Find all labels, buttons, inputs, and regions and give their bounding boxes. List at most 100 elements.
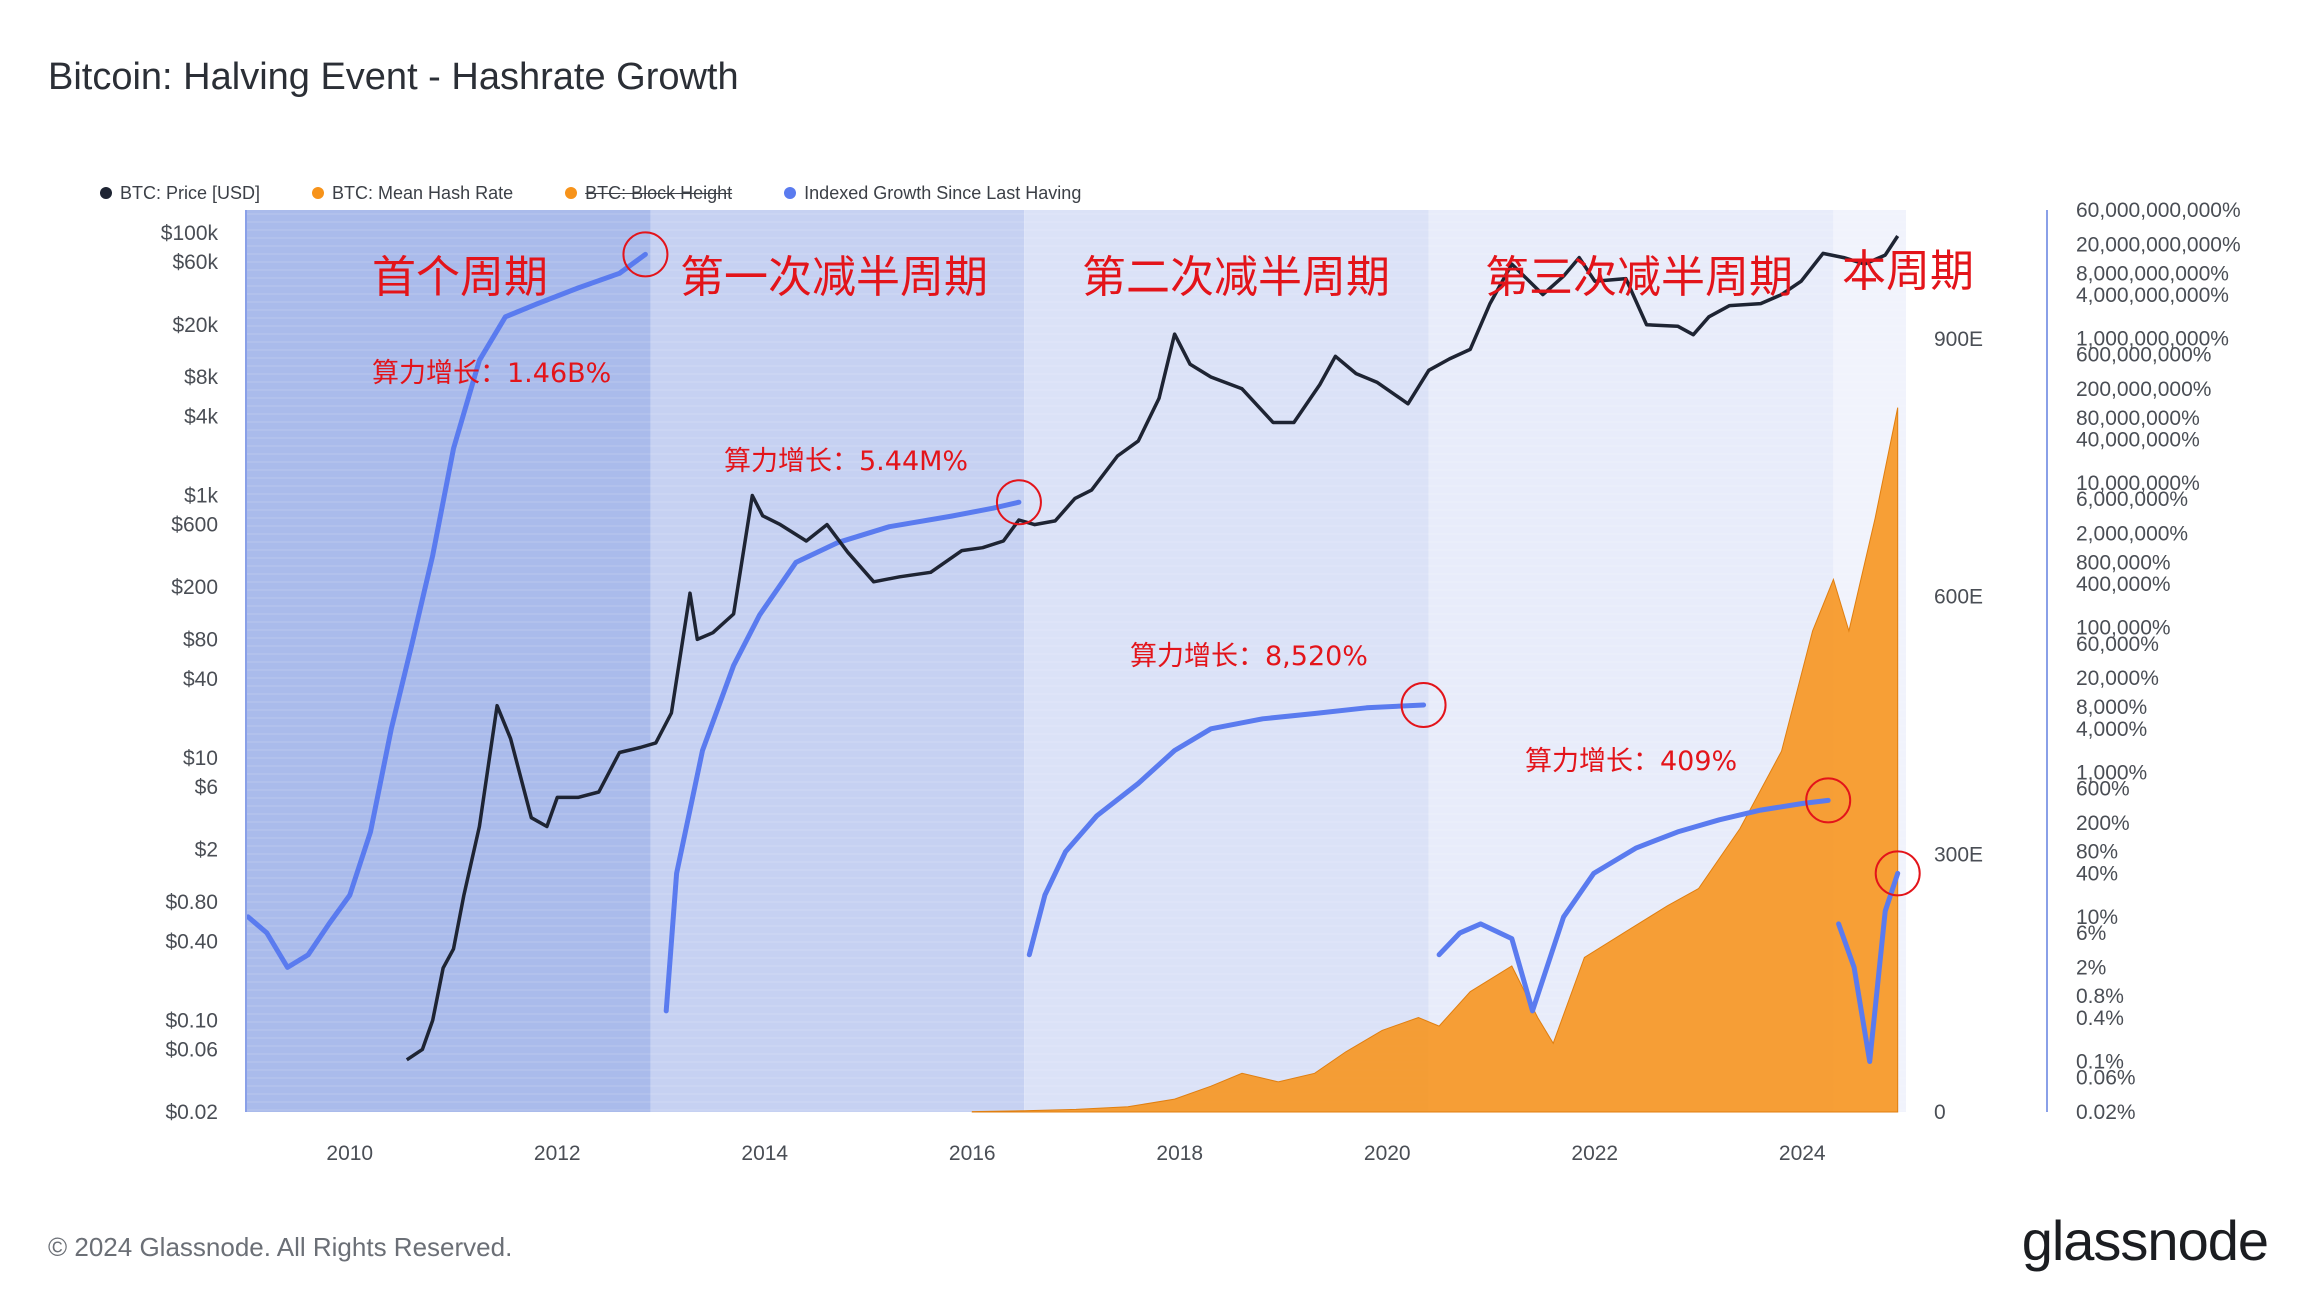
y-right-tick-label: 60,000,000,000%: [2076, 199, 2241, 222]
y-right-tick-label: 40,000,000%: [2076, 429, 2200, 452]
y-left-tick-label: $0.40: [165, 930, 218, 953]
legend-label-indexed-growth: Indexed Growth Since Last Having: [804, 182, 1082, 203]
chart-legend: BTC: Price [USD] BTC: Mean Hash Rate BTC…: [100, 180, 1081, 206]
indexed-growth-line-2: [1026, 702, 1427, 958]
legend-label-hashrate: BTC: Mean Hash Rate: [332, 182, 514, 203]
legend-dot-hashrate: [312, 187, 325, 199]
y-right-tick-label: 20,000,000,000%: [2076, 233, 2241, 256]
cycle-end-marker-0: [622, 231, 669, 278]
cycle-band-0: [246, 210, 651, 1112]
y-left-tick-label: $20k: [172, 314, 218, 337]
y-right-tick-label: 0.06%: [2076, 1067, 2136, 1090]
y-right-tick-label: 200,000,000%: [2076, 378, 2211, 401]
x-tick-label: 2014: [741, 1142, 788, 1165]
y-left-tick-label: $600: [171, 514, 218, 537]
y-right-tick-label: 4,000,000,000%: [2076, 284, 2229, 307]
copyright-footer: © 2024 Glassnode. All Rights Reserved.: [48, 1232, 513, 1262]
cycle-growth-label-2: 算力增长：8,520%: [1130, 641, 1368, 672]
x-tick-label: 2022: [1571, 1142, 1618, 1165]
x-tick-label: 2016: [949, 1142, 996, 1165]
y-left-tick-label: $0.10: [165, 1009, 218, 1032]
legend-dot-indexed-growth: [784, 187, 797, 199]
y-right-tick-label: 800,000%: [2076, 551, 2171, 574]
legend-dot-price: [100, 187, 112, 199]
y-right-tick-label: 0.8%: [2076, 985, 2124, 1008]
y-right-tick-label: 1,000,000,000%: [2076, 328, 2229, 351]
cycle-label-3: 第三次减半周期: [1485, 252, 1793, 303]
cycle-end-marker-1: [995, 479, 1042, 526]
cycle-band-1: [650, 210, 1025, 1112]
x-tick-label: 2012: [534, 1142, 581, 1165]
y-right-tick-label: 40%: [2076, 862, 2118, 885]
y-right-tick-label: 0.02%: [2076, 1101, 2136, 1124]
x-tick-label: 2020: [1364, 1142, 1411, 1165]
price-line: [405, 235, 1900, 1062]
hashrate-area: [971, 407, 1899, 1113]
y-left-tick-label: $200: [171, 576, 218, 599]
y-right-tick-label: 60,000%: [2076, 633, 2159, 656]
cycle-label-1: 第一次减半周期: [680, 252, 988, 303]
y-left-tick-label: $2: [195, 839, 218, 862]
y-right-tick-label: 8,000,000,000%: [2076, 262, 2229, 285]
legend-label-price: BTC: Price [USD]: [120, 182, 261, 203]
cycle-growth-label-0: 算力增长：1.46B%: [372, 358, 611, 389]
legend-dot-block-height: [565, 187, 578, 199]
legend-label-block-height: BTC: Block Height: [585, 182, 733, 203]
cycle-end-marker-2: [1400, 682, 1447, 729]
y-left-tick-label: $0.06: [165, 1038, 218, 1061]
y-right-tick-label: 80%: [2076, 841, 2118, 864]
cycle-growth-label-3: 算力增长：409%: [1525, 746, 1737, 777]
indexed-growth-line-3: [1436, 797, 1831, 1014]
y-right-tick-label: 1,000%: [2076, 761, 2147, 784]
y-left-tick-label: $80: [183, 628, 218, 651]
cycle-end-marker-4: [1874, 850, 1921, 897]
cycle-band-2: [1024, 210, 1429, 1112]
x-tick-label: 2010: [326, 1142, 373, 1165]
y-left-tick-label: $10: [183, 747, 218, 770]
glassnode-logo: glassnode: [2021, 1209, 2269, 1272]
y-right-tick-label: 0.1%: [2076, 1050, 2124, 1073]
y-left-tick-label: $100k: [161, 222, 219, 245]
y-left-tick-label: $40: [183, 668, 218, 691]
y-right-tick-label: 8,000%: [2076, 696, 2147, 719]
legend-item-hashrate[interactable]: BTC: Mean Hash Rate: [312, 183, 513, 204]
y-left-tick-label: $0.02: [165, 1101, 218, 1124]
cycle-growth-label-1: 算力增长：5.44M%: [724, 446, 968, 477]
y-left-tick-label: $60k: [172, 251, 218, 274]
legend-item-price[interactable]: BTC: Price [USD]: [100, 183, 260, 204]
y-left-tick-label: $1k: [184, 485, 218, 508]
y-right-tick-label: 600%: [2076, 777, 2130, 800]
y-right-tick-label: 0.4%: [2076, 1007, 2124, 1030]
y-right-tick-label: 6,000,000%: [2076, 488, 2188, 511]
x-tick-label: 2024: [1779, 1142, 1826, 1165]
x-tick-label: 2018: [1156, 1142, 1203, 1165]
y-right-tick-label: 200%: [2076, 812, 2130, 835]
y-right-tick-label: 100,000%: [2076, 617, 2171, 640]
indexed-growth-line-4: [1836, 870, 1901, 1064]
legend-item-indexed-growth[interactable]: Indexed Growth Since Last Having: [784, 183, 1081, 204]
y-right-tick-label: 2%: [2076, 956, 2106, 979]
legend-item-block-height[interactable]: BTC: Block Height: [565, 183, 732, 204]
y-right-tick-label: 10,000,000%: [2076, 472, 2200, 495]
y-right-tick-label: 6%: [2076, 922, 2106, 945]
y-right-tick-label: 2,000,000%: [2076, 523, 2188, 546]
y-right-tick-label: 4,000%: [2076, 718, 2147, 741]
y-mid-tick-label: 900E: [1934, 328, 1983, 351]
indexed-growth-line-0: [245, 251, 648, 970]
y-right-tick-label: 400,000%: [2076, 573, 2171, 596]
y-right-tick-label: 10%: [2076, 906, 2118, 929]
indexed-growth-line-1: [663, 499, 1022, 1014]
y-right-tick-label: 20,000%: [2076, 667, 2159, 690]
cycle-label-4: 本周期: [1842, 246, 1974, 297]
y-mid-tick-label: 600E: [1934, 586, 1983, 609]
cycle-end-marker-3: [1805, 777, 1852, 824]
y-right-tick-label: 600,000,000%: [2076, 344, 2211, 367]
y-left-tick-label: $0.80: [165, 891, 218, 914]
chart-title: Bitcoin: Halving Event - Hashrate Growth: [48, 56, 739, 98]
y-mid-tick-label: 300E: [1934, 843, 1983, 866]
cycle-label-0: 首个周期: [372, 252, 548, 303]
y-left-tick-label: $6: [195, 776, 218, 799]
y-left-tick-label: $4k: [184, 406, 218, 429]
y-right-tick-label: 80,000,000%: [2076, 407, 2200, 430]
